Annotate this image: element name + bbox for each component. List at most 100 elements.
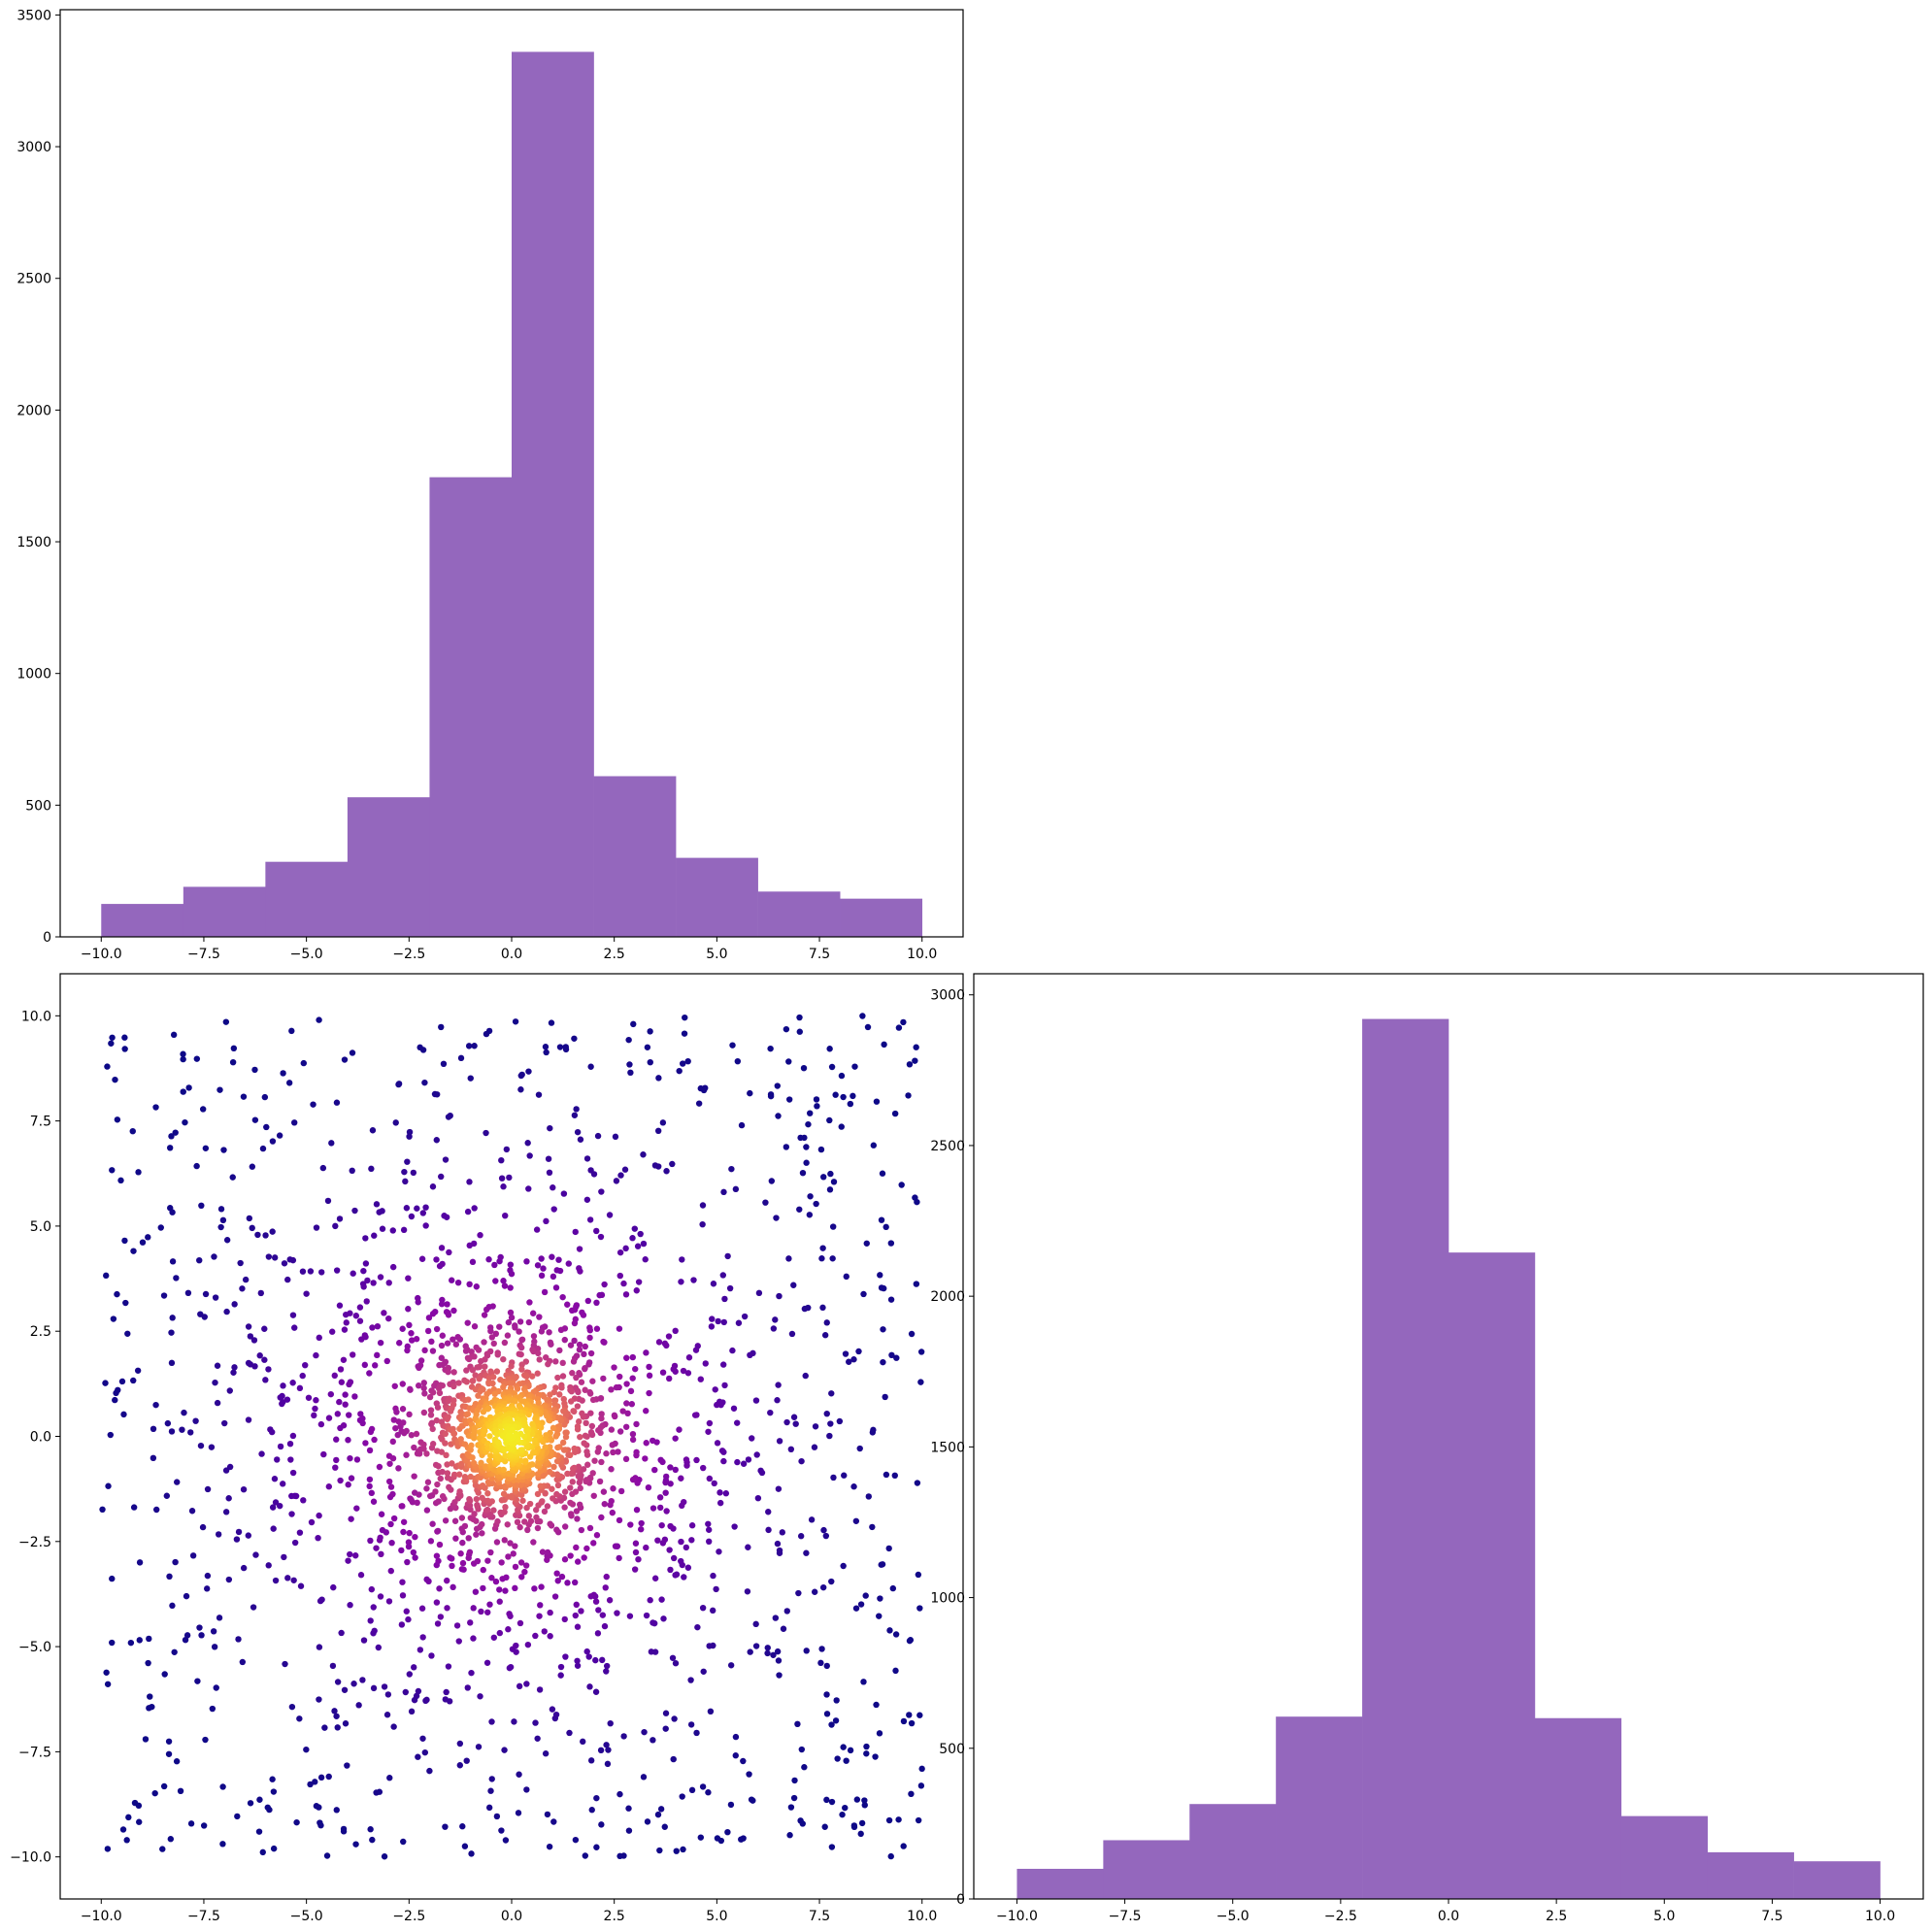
scatter-point bbox=[452, 1341, 460, 1348]
scatter-point bbox=[632, 1365, 639, 1373]
scatter-point bbox=[817, 1659, 824, 1667]
scatter-point bbox=[547, 1520, 553, 1527]
scatter-point bbox=[647, 1597, 653, 1604]
scatter-point bbox=[543, 1217, 550, 1225]
scatter-point bbox=[421, 1347, 428, 1354]
scatter-point bbox=[313, 1351, 319, 1359]
scatter-point bbox=[108, 1040, 115, 1047]
scatter-point bbox=[487, 1787, 494, 1794]
scatter-point bbox=[518, 1337, 525, 1344]
scatter-point bbox=[732, 1185, 740, 1193]
scatter-point bbox=[724, 1252, 731, 1260]
scatter-point bbox=[429, 1348, 437, 1354]
scatter-point bbox=[820, 1526, 827, 1534]
scatter-point bbox=[491, 1390, 498, 1398]
scatter-point bbox=[727, 1801, 735, 1809]
top-hist-y-tick-label: 2500 bbox=[17, 272, 51, 287]
scatter-point bbox=[554, 1482, 562, 1489]
scatter-point bbox=[577, 1484, 583, 1492]
scatter-point bbox=[670, 1554, 678, 1562]
scatter-point bbox=[719, 1272, 726, 1279]
scatter-point bbox=[512, 1018, 519, 1025]
scatter-point bbox=[529, 1373, 536, 1380]
scatter-point bbox=[316, 1819, 323, 1826]
scatter-point bbox=[455, 1638, 462, 1645]
scatter-point bbox=[765, 1526, 772, 1534]
scatter-point bbox=[399, 1579, 406, 1585]
scatter-point bbox=[212, 1379, 218, 1386]
scatter-point bbox=[261, 1093, 269, 1101]
scatter-point bbox=[863, 1743, 870, 1750]
scatter-point bbox=[832, 1091, 839, 1098]
right-hist-bar bbox=[1016, 1868, 1104, 1899]
scatter-point bbox=[714, 1440, 721, 1447]
scatter-point bbox=[538, 1272, 546, 1280]
top-hist-bar bbox=[676, 857, 758, 937]
scatter-point bbox=[434, 1404, 442, 1411]
scatter-point bbox=[281, 1553, 287, 1561]
right-hist-x-tick-label: −10.0 bbox=[996, 1909, 1038, 1924]
scatter-point bbox=[444, 1470, 451, 1477]
scatter-point bbox=[573, 1601, 580, 1609]
scatter-point bbox=[168, 1359, 176, 1367]
scatter-point bbox=[576, 1347, 583, 1353]
scatter-point bbox=[626, 1613, 634, 1619]
scatter-point bbox=[877, 1595, 883, 1602]
top-hist-axes-frame bbox=[59, 9, 964, 938]
scatter-point bbox=[679, 1793, 685, 1800]
scatter-point bbox=[625, 1805, 632, 1812]
scatter-point bbox=[842, 1804, 849, 1812]
scatter-point bbox=[567, 1552, 574, 1559]
scatter-point bbox=[583, 1155, 591, 1162]
right-hist-bar bbox=[1793, 1861, 1881, 1899]
scatter-point bbox=[429, 1441, 437, 1448]
scatter-point bbox=[670, 1755, 677, 1763]
scatter-point bbox=[284, 1276, 291, 1283]
scatter-point bbox=[442, 1823, 449, 1830]
scatter-point bbox=[516, 1318, 524, 1325]
scatter-point bbox=[650, 1737, 656, 1744]
scatter-point bbox=[666, 1375, 673, 1382]
scatter-point bbox=[553, 1471, 561, 1478]
scatter-point bbox=[444, 1461, 450, 1468]
scatter-point bbox=[776, 1438, 783, 1445]
scatter-point bbox=[616, 1428, 624, 1435]
scatter-point bbox=[850, 1356, 857, 1363]
scatter-point bbox=[357, 1572, 365, 1579]
scatter-point bbox=[540, 1265, 547, 1272]
scatter-point bbox=[406, 1321, 413, 1329]
right-hist-x-tick-label: −5.0 bbox=[1216, 1909, 1249, 1924]
scatter-point bbox=[720, 1457, 727, 1465]
scatter-point bbox=[792, 1420, 799, 1427]
scatter-point bbox=[629, 1235, 636, 1242]
right-hist-x-tick-label: 10.0 bbox=[1865, 1909, 1895, 1924]
scatter-point bbox=[850, 1483, 857, 1490]
scatter-point bbox=[333, 1267, 341, 1274]
scatter-point bbox=[602, 1584, 609, 1591]
scatter-point bbox=[104, 1063, 111, 1070]
scatter-point bbox=[410, 1548, 417, 1556]
scatter-point bbox=[438, 1245, 446, 1251]
scatter-point bbox=[515, 1810, 522, 1816]
scatter-point bbox=[324, 1197, 332, 1205]
scatter-point bbox=[526, 1299, 533, 1306]
scatter-point bbox=[465, 1043, 473, 1049]
scatter-point bbox=[738, 1121, 746, 1129]
scatter-point bbox=[667, 1522, 674, 1530]
scatter-point bbox=[678, 1475, 684, 1482]
scatter-point bbox=[676, 1067, 683, 1075]
scatter-point bbox=[908, 1330, 916, 1338]
scatter-point bbox=[537, 1482, 544, 1489]
scatter-point bbox=[165, 1738, 173, 1745]
scatter-point bbox=[150, 1425, 157, 1433]
scatter-point bbox=[562, 1046, 570, 1053]
scatter-point bbox=[503, 1574, 510, 1581]
scatter-point bbox=[699, 1783, 707, 1790]
scatter-point bbox=[449, 1277, 455, 1283]
scatter-point bbox=[115, 1386, 121, 1394]
scatter-point bbox=[437, 1614, 445, 1620]
scatter-point bbox=[822, 1532, 830, 1540]
scatter-point bbox=[230, 1369, 237, 1376]
scatter-point bbox=[612, 1543, 619, 1549]
scatter-point bbox=[600, 1338, 607, 1346]
